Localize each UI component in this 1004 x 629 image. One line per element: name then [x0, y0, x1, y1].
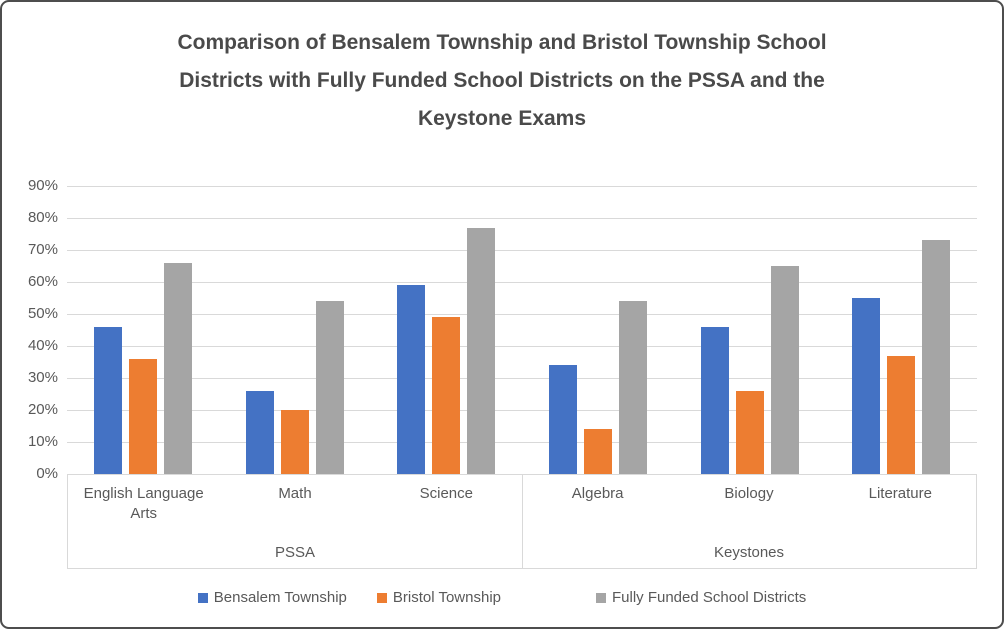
y-tick-label-70-: 70%	[27, 241, 58, 258]
group-label-keystones: Keystones	[713, 544, 785, 561]
legend: Bensalem Township Bristol Township Fully F…	[2, 589, 1002, 606]
legend-label: Bensalem Township	[213, 589, 347, 606]
legend-item-bristol-township[interactable]: Bristol Township	[376, 589, 501, 606]
y-tick-label-20-: 20%	[27, 401, 58, 418]
category-label-english-language-arts: English Language Arts	[83, 485, 204, 522]
category-slot-english-language-arts	[67, 186, 219, 474]
legend-label: Bristol Township	[392, 589, 501, 606]
y-tick-label-50-: 50%	[27, 305, 58, 322]
bar-bensalem-township-biology[interactable]	[700, 326, 729, 474]
gridline-80-	[67, 218, 977, 219]
bar-fully-funded-school-districts-science[interactable]	[467, 227, 496, 474]
bar-bristol-township-literature[interactable]	[887, 355, 916, 474]
chart-title-line-3: Keystone Exams	[417, 107, 587, 130]
bar-fully-funded-school-districts-biology[interactable]	[770, 266, 799, 474]
category-label-algebra: Algebra	[571, 485, 624, 502]
gridline-50-	[67, 314, 977, 315]
gridline-90-	[67, 186, 977, 187]
category-label-math: Math	[278, 485, 312, 502]
bar-bensalem-township-science[interactable]	[397, 285, 426, 474]
category-label-literature: Literature	[868, 485, 932, 502]
y-tick-label-10-: 10%	[27, 433, 58, 450]
group-separator-line	[522, 474, 523, 568]
y-tick-label-90-: 90%	[27, 177, 58, 194]
y-tick-label-80-: 80%	[27, 209, 58, 226]
gridline-10-	[67, 442, 977, 443]
bar-bensalem-township-algebra[interactable]	[548, 365, 577, 474]
plot-area	[67, 186, 977, 475]
category-labels-row: English Language Arts Math Science Algebra B…	[68, 484, 976, 524]
bar-fully-funded-school-districts-literature[interactable]	[922, 240, 951, 474]
bar-bristol-township-algebra[interactable]	[583, 429, 612, 474]
legend-item-bensalem-township[interactable]: Bensalem Township	[197, 589, 347, 606]
category-slot-math	[219, 186, 371, 474]
y-tick-label-60-: 60%	[27, 273, 58, 290]
gridline-40-	[67, 346, 977, 347]
category-slot-algebra	[522, 186, 674, 474]
chart-title: Comparison of Bensalem Township and Bris…	[2, 24, 1002, 138]
category-slot-biology	[674, 186, 826, 474]
bar-bristol-township-math[interactable]	[280, 410, 309, 474]
bar-bensalem-township-english-language-arts[interactable]	[93, 326, 122, 474]
y-tick-label-40-: 40%	[27, 337, 58, 354]
legend-label: Fully Funded School Districts	[612, 589, 807, 606]
gridline-20-	[67, 410, 977, 411]
category-label-biology: Biology	[724, 485, 774, 502]
group-labels-row: PSSA Keystones	[68, 544, 976, 561]
group-label-pssa: PSSA	[274, 544, 316, 561]
category-axis-box: English Language Arts Math Science Algebra B…	[67, 474, 977, 569]
bar-fully-funded-school-districts-english-language-arts[interactable]	[163, 262, 192, 474]
y-tick-label-30-: 30%	[27, 369, 58, 386]
bar-fully-funded-school-districts-algebra[interactable]	[618, 301, 647, 474]
gridline-30-	[67, 378, 977, 379]
y-tick-label-0-: 0%	[36, 465, 58, 482]
legend-swatch-icon	[376, 592, 387, 603]
bar-bensalem-township-math[interactable]	[245, 390, 274, 474]
bar-bensalem-township-literature[interactable]	[852, 298, 881, 474]
bar-bristol-township-english-language-arts[interactable]	[128, 358, 157, 474]
bar-fully-funded-school-districts-math[interactable]	[315, 301, 344, 474]
bar-bristol-township-science[interactable]	[432, 317, 461, 474]
bar-bristol-township-biology[interactable]	[735, 390, 764, 474]
category-slot-literature	[825, 186, 977, 474]
category-label-science: Science	[419, 485, 473, 502]
gridline-70-	[67, 250, 977, 251]
gridline-60-	[67, 282, 977, 283]
legend-swatch-icon	[197, 592, 208, 603]
chart-title-line-2: Districts with Fully Funded School Distr…	[179, 69, 825, 92]
legend-item-fully-funded-school-districts[interactable]: Fully Funded School Districts	[596, 589, 806, 606]
legend-swatch-icon	[596, 592, 606, 603]
category-slot-science	[370, 186, 522, 474]
chart-title-line-1: Comparison of Bensalem Township and Bris…	[177, 31, 827, 54]
bars-layer	[67, 186, 977, 474]
